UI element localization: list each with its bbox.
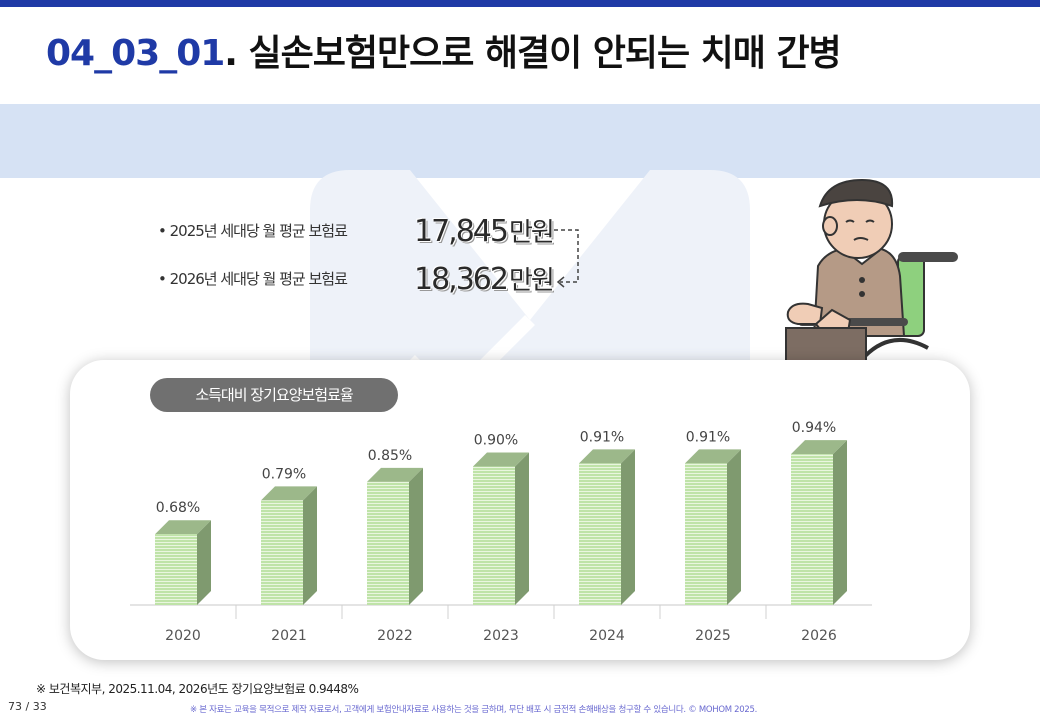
bar-top bbox=[685, 449, 741, 464]
bar-2026 bbox=[791, 440, 847, 605]
bar-top bbox=[791, 440, 847, 455]
premium-amount: 17,845만원 bbox=[414, 212, 555, 249]
bar-front bbox=[367, 481, 409, 605]
premium-value: 18,362 bbox=[414, 261, 509, 297]
bar-2020 bbox=[155, 520, 211, 605]
section-code: 04_03_01 bbox=[46, 33, 225, 74]
premium-label: • 2025년 세대당 월 평균 보험료 bbox=[158, 221, 348, 240]
bar-side bbox=[727, 449, 741, 605]
bar-top bbox=[155, 520, 211, 535]
data-label: 0.91% bbox=[580, 429, 624, 445]
disclaimer-text: ※ 본 자료는 교육을 목적으로 제작 자료로서, 고객에게 보험안내자료로 사… bbox=[190, 705, 758, 715]
title-text: . 실손보험만으로 해결이 안되는 치매 간병 bbox=[224, 33, 841, 74]
data-label: 0.68% bbox=[156, 500, 200, 516]
chart-title-pill: 소득대비 장기요양보험료율 bbox=[150, 378, 398, 412]
bar-side bbox=[833, 440, 847, 605]
bar-top bbox=[261, 486, 317, 501]
bar-top bbox=[367, 467, 423, 482]
premium-2025-row: • 2025년 세대당 월 평균 보험료 17,845만원 bbox=[158, 210, 555, 250]
bar-2024 bbox=[579, 449, 635, 605]
chart-card: 소득대비 장기요양보험료율 0.68% 2020 0.79% 2021 0.85% 202… bbox=[70, 360, 970, 660]
bar-2022 bbox=[367, 467, 423, 605]
bar-side bbox=[197, 520, 211, 605]
data-label: 0.91% bbox=[686, 429, 730, 445]
x-tick-label: 2026 bbox=[801, 628, 837, 644]
bar-side bbox=[515, 452, 529, 605]
x-tick-label: 2024 bbox=[589, 628, 625, 644]
data-label: 0.79% bbox=[262, 466, 306, 482]
x-tick-label: 2021 bbox=[271, 628, 307, 644]
premium-unit: 만원 bbox=[508, 217, 555, 248]
x-tick-label: 2022 bbox=[377, 628, 413, 644]
premium-unit: 만원 bbox=[508, 265, 555, 296]
premium-amount: 18,362만원 bbox=[414, 260, 555, 297]
bar-2021 bbox=[261, 486, 317, 605]
bar-top bbox=[579, 449, 635, 464]
premium-rate-bar-chart: 0.68% 2020 0.79% 2021 0.85% 2022 0.90% 2023 0.91… bbox=[130, 420, 872, 644]
page-number: 73 / 33 bbox=[8, 700, 47, 713]
bar-2023 bbox=[473, 452, 529, 605]
premium-2026-row: • 2026년 세대당 월 평균 보험료 18,362만원 bbox=[158, 258, 555, 298]
premium-label: • 2026년 세대당 월 평균 보험료 bbox=[158, 269, 348, 288]
data-label: 0.94% bbox=[792, 420, 836, 436]
bar-side bbox=[409, 467, 423, 605]
elderly-man-wheelchair-illustration bbox=[785, 178, 958, 366]
bar-front bbox=[791, 454, 833, 605]
data-label: 0.90% bbox=[474, 432, 518, 448]
bar-front bbox=[685, 463, 727, 605]
x-tick-label: 2020 bbox=[165, 628, 201, 644]
page-title: 04_03_01. 실손보험만으로 해결이 안되는 치매 간병 bbox=[46, 24, 842, 76]
bar-front bbox=[579, 463, 621, 605]
bar-top bbox=[473, 452, 529, 467]
bar-front bbox=[261, 500, 303, 605]
premium-value: 17,845 bbox=[414, 213, 509, 249]
x-tick-label: 2025 bbox=[695, 628, 731, 644]
x-tick-label: 2023 bbox=[483, 628, 519, 644]
source-footnote: ※ 보건복지부, 2025.11.04, 2026년도 장기요양보험료 0.94… bbox=[36, 682, 359, 696]
bar-2025 bbox=[685, 449, 741, 605]
bar-side bbox=[621, 449, 635, 605]
bar-front bbox=[473, 466, 515, 605]
bar-front bbox=[155, 534, 197, 605]
dashed-arrow-icon bbox=[554, 229, 579, 288]
bar-side bbox=[303, 486, 317, 605]
header-band bbox=[0, 104, 1040, 178]
top-accent-bar bbox=[0, 0, 1040, 7]
data-label: 0.85% bbox=[368, 448, 412, 464]
